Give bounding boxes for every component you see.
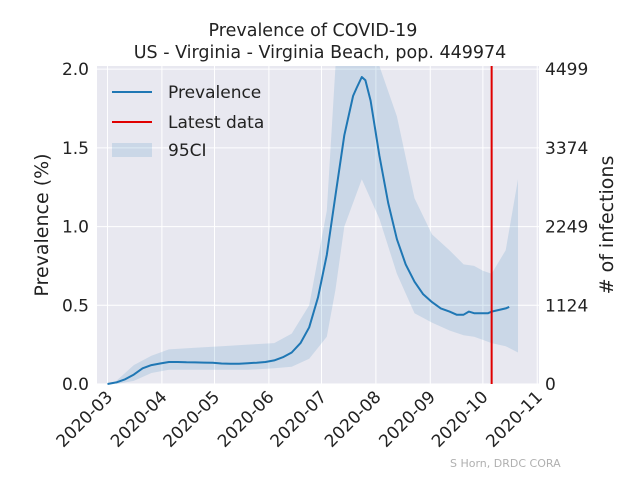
y-right-tick-label: 4499	[545, 60, 588, 80]
legend: Prevalence Latest data 95CI	[112, 83, 264, 161]
y-tick-label: 0.5	[62, 296, 89, 316]
chart-title-line2: US - Virginia - Virginia Beach, pop. 449…	[134, 43, 507, 63]
grid-lines	[97, 66, 539, 385]
y-axis-label: Prevalence (%)	[31, 153, 53, 296]
y-tick-label: 2.0	[62, 60, 89, 80]
legend-label: 95CI	[168, 141, 207, 161]
plot-area	[97, 66, 539, 384]
y-right-tick-label: 3374	[545, 139, 588, 159]
y-tick-label: 1.5	[62, 139, 89, 159]
y-right-tick-label: 2249	[545, 218, 588, 238]
chart-title-line1: Prevalence of COVID-19	[209, 21, 418, 41]
ci-band	[116, 66, 519, 384]
prevalence-line	[107, 76, 510, 385]
y-right-tick-label: 1124	[545, 296, 588, 316]
series-layer	[107, 66, 510, 385]
confidence-band-layer	[116, 66, 519, 384]
watermark: S Horn, DRDC CORA	[450, 457, 561, 470]
legend-swatch	[112, 143, 152, 157]
legend-label: Prevalence	[168, 83, 261, 103]
y-axis-right: 0 1124 2249 3374 4499	[545, 60, 588, 395]
legend-label: Latest data	[168, 113, 264, 133]
y-axis-right-label: # of infections	[596, 156, 618, 295]
y-tick-label: 1.0	[62, 218, 89, 238]
y-tick-label: 0.0	[62, 375, 89, 395]
y-axis-left: 0.0 0.5 1.0 1.5 2.0	[62, 60, 89, 395]
y-right-tick-label: 0	[545, 375, 556, 395]
